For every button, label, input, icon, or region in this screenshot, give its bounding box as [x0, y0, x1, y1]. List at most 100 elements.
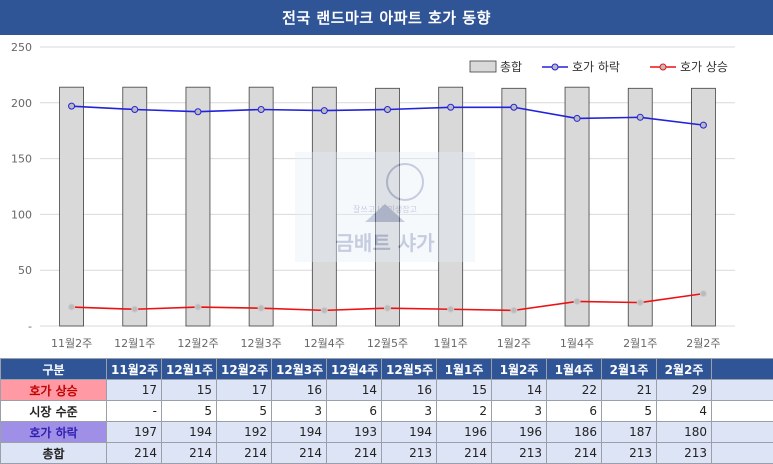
table-cell: 214	[162, 443, 217, 464]
bar-total	[186, 87, 210, 326]
table-cell: 15	[162, 380, 217, 401]
table-spacer-cell	[712, 380, 773, 401]
table-cell: 214	[107, 443, 162, 464]
table-cell: 187	[602, 422, 657, 443]
table-row-label: 호가 하락	[1, 422, 107, 443]
series-point	[700, 122, 706, 128]
table-column-header: 2월1주	[602, 359, 657, 380]
bar-total	[249, 87, 273, 326]
table-column-header: 1월2주	[492, 359, 547, 380]
table-column-header: 12월3주	[272, 359, 327, 380]
table-cell: 5	[162, 401, 217, 422]
x-tick-label: 12월1주	[114, 337, 155, 350]
table-cell: 3	[382, 401, 437, 422]
table-cell: 5	[217, 401, 272, 422]
series-point	[69, 103, 75, 109]
series-point	[132, 106, 138, 112]
series-point	[448, 306, 454, 312]
table-cell: 6	[327, 401, 382, 422]
table-cell: 213	[602, 443, 657, 464]
series-point	[258, 305, 264, 311]
x-tick-label: 1월2주	[497, 337, 531, 350]
table-spacer-cell	[712, 401, 773, 422]
table-cell: 194	[382, 422, 437, 443]
table-column-header: 12월4주	[327, 359, 382, 380]
table-spacer-cell	[712, 443, 773, 464]
table-cell: 214	[217, 443, 272, 464]
series-point	[321, 108, 327, 114]
table-column-header: 12월2주	[217, 359, 272, 380]
table-cell: 196	[492, 422, 547, 443]
legend-label: 총합	[500, 60, 522, 74]
table-cell: 6	[547, 401, 602, 422]
series-point	[321, 307, 327, 313]
x-tick-label: 11월2주	[51, 337, 92, 350]
series-point	[637, 300, 643, 306]
table-cell: -	[107, 401, 162, 422]
series-point	[511, 307, 517, 313]
legend-label: 호가 하락	[572, 60, 620, 74]
table-column-header: 2월2주	[657, 359, 712, 380]
table-column-header: 12월5주	[382, 359, 437, 380]
table-row-label: 호가 상승	[1, 380, 107, 401]
table-cell: 16	[382, 380, 437, 401]
table-cell: 14	[492, 380, 547, 401]
table-cell: 21	[602, 380, 657, 401]
table-column-header: 11월2주	[107, 359, 162, 380]
watermark-caption: 잘쓰고 내 인생잡고	[353, 204, 417, 214]
table-column-header: 12월1주	[162, 359, 217, 380]
table-header-label: 구분	[1, 359, 107, 380]
table-cell: 15	[437, 380, 492, 401]
table-header-spacer	[712, 359, 773, 380]
legend-marker	[552, 64, 558, 70]
y-tick-label: 150	[11, 153, 32, 166]
table-cell: 17	[107, 380, 162, 401]
series-point	[511, 104, 517, 110]
watermark-text: 금배트 샤가	[336, 231, 436, 255]
table-cell: 193	[327, 422, 382, 443]
table-cell: 213	[657, 443, 712, 464]
table-cell: 194	[272, 422, 327, 443]
table-cell: 2	[437, 401, 492, 422]
x-tick-label: 2월2주	[686, 337, 720, 350]
table-cell: 214	[437, 443, 492, 464]
x-tick-label: 12월2주	[177, 337, 218, 350]
x-tick-label: 1월4주	[560, 337, 594, 350]
table-cell: 17	[217, 380, 272, 401]
watermark-logo: 잘쓰고 내 인생잡고 금배트 샤가	[295, 152, 475, 262]
table-cell: 192	[217, 422, 272, 443]
legend-marker	[660, 64, 666, 70]
table-column-header: 1월1주	[437, 359, 492, 380]
table-spacer-cell	[712, 422, 773, 443]
x-tick-label: 12월4주	[304, 337, 345, 350]
bar-total	[565, 87, 589, 326]
x-tick-label: 12월3주	[241, 337, 282, 350]
bar-total	[502, 88, 526, 326]
series-point	[385, 305, 391, 311]
table-cell: 22	[547, 380, 602, 401]
series-point	[132, 306, 138, 312]
series-point	[385, 106, 391, 112]
series-point	[195, 304, 201, 310]
x-tick-label: 12월5주	[367, 337, 408, 350]
y-tick-label: 100	[11, 208, 32, 221]
x-tick-label: 2월1주	[623, 337, 657, 350]
series-point	[574, 298, 580, 304]
table-cell: 16	[272, 380, 327, 401]
table-cell: 214	[272, 443, 327, 464]
table-cell: 29	[657, 380, 712, 401]
x-tick-label: 1월1주	[434, 337, 468, 350]
y-tick-label: -	[28, 320, 32, 333]
series-point	[700, 291, 706, 297]
bar-total	[60, 87, 84, 326]
table-cell: 3	[492, 401, 547, 422]
table-cell: 197	[107, 422, 162, 443]
y-tick-label: 250	[11, 41, 32, 54]
